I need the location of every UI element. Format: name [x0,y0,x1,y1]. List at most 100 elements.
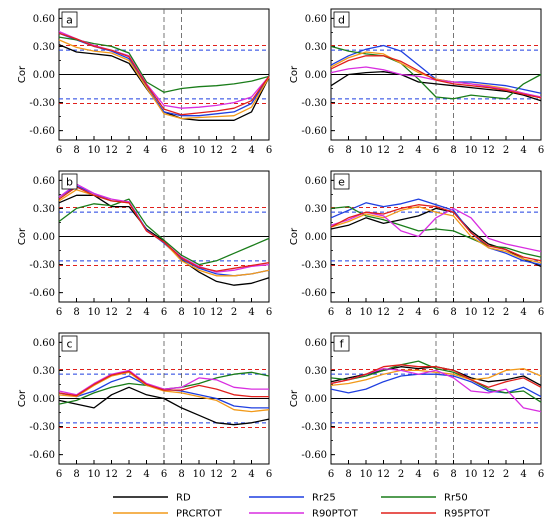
panel-e-x-tick-label: 6 [538,307,544,318]
panel-f-y-tick-label: 0.00 [305,394,327,405]
panel-a-y-tick-label: 0.30 [33,42,55,53]
panel-b-x-tick-label: 10 [193,307,206,318]
panel-d-series-prcrtot [330,51,542,99]
panel-a-x-tick-label: 2 [126,145,132,156]
panel-c-series-r90ptot [58,369,269,396]
panel-f-x-tick-label: 8 [345,469,351,480]
panel-c-x-tick-label: 2 [126,469,132,480]
panel-d-x-tick-label: 10 [360,145,373,156]
panel-f-x-tick-label: 6 [433,469,439,480]
panel-c-x-tick-label: 4 [143,469,149,480]
panel-e-y-tick-label: -0.60 [301,288,327,299]
panel-e-series-rr50 [330,205,542,258]
panel-b-x-tick-label: 12 [105,307,118,318]
panel-c-x-tick-label: 4 [248,469,254,480]
panel-a-x-tick-label: 6 [161,145,167,156]
panel-f-y-tick-label: -0.60 [301,450,327,461]
panel-a-y-tick-label: -0.30 [29,98,55,109]
legend-label-rr25: Rr25 [312,493,336,504]
panel-e-series-r95ptot [330,204,542,262]
panel-d-y-tick-label: 0.60 [305,14,327,25]
panel-c-x-tick-label: 8 [73,469,79,480]
panel-b-y-tick-label: 0.00 [33,232,55,243]
panel-b-x-tick-label: 2 [231,307,237,318]
panel-e-x-tick-label: 2 [503,307,509,318]
panel-e-x-tick-label: 6 [433,307,439,318]
panel-d-x-tick-label: 4 [415,145,421,156]
panel-e-series-rr25 [330,198,542,266]
panel-b-x-tick-label: 2 [126,307,132,318]
panel-e-y-axis-label: Cor [289,227,300,245]
panel-f-y-tick-label: -0.30 [301,422,327,433]
panel-b-x-tick-label: 6 [266,307,272,318]
panel-a-x-tick-label: 12 [210,145,223,156]
panel-e-series-prcrtot [330,205,542,264]
panel-b-series-r95ptot [58,186,270,272]
panel-a-series-prcrtot [58,39,270,120]
panel-c-x-tick-label: 12 [210,469,223,480]
panel-f-x-tick-label: 10 [465,469,478,480]
panel-c-x-tick-label: 6 [56,469,62,480]
panel-d-y-tick-label: -0.30 [301,98,327,109]
panel-f-x-tick-label: 12 [482,469,495,480]
panel-e-x-tick-label: 8 [345,307,351,318]
panel-e-x-tick-label: 12 [377,307,390,318]
panel-a-x-tick-label: 10 [193,145,206,156]
panel-e-x-tick-label: 10 [360,307,373,318]
panel-d-x-tick-label: 12 [482,145,495,156]
panel-d-y-tick-label: -0.60 [301,126,327,137]
panel-a-series-rr50 [58,36,270,93]
panel-d-series-rd [330,71,542,102]
panel-b-y-tick-label: 0.30 [33,204,55,215]
legend-label-prcrtot: PRCRTOT [176,509,223,520]
panel-c-x-tick-label: 2 [231,469,237,480]
panel-a-x-tick-label: 12 [105,145,118,156]
panel-a-letter: a [66,14,73,27]
panel-e-x-tick-label: 8 [450,307,456,318]
panel-e-x-tick-label: 10 [465,307,478,318]
panel-f-letter-box [333,335,350,352]
panel-d-y-tick-label: 0.30 [305,42,327,53]
panel-f-y-tick-label: 0.30 [305,366,327,377]
panel-a-x-tick-label: 8 [73,145,79,156]
panel-f-x-tick-label: 4 [520,469,526,480]
panel-a-y-axis-label: Cor [17,65,28,83]
panel-a-x-tick-label: 6 [266,145,272,156]
panel-a-x-tick-label: 10 [88,145,101,156]
panel-b-y-tick-label: -0.30 [29,260,55,271]
panel-d-y-tick-label: 0.00 [305,70,327,81]
panel-f-x-tick-label: 2 [398,469,404,480]
panel-c-y-tick-label: 0.00 [33,394,55,405]
panel-f-x-tick-label: 10 [360,469,373,480]
panel-d-series-r95ptot [330,55,542,99]
panel-a-y-tick-label: 0.60 [33,14,55,25]
panel-f-series-rr50 [330,360,542,403]
panel-d-x-tick-label: 8 [345,145,351,156]
panel-c-series-prcrtot [58,371,270,413]
panel-a-y-tick-label: 0.00 [33,70,55,81]
panel-a-x-tick-label: 4 [248,145,254,156]
panel-b-letter-box [61,173,78,190]
panel-f-y-tick-label: 0.60 [305,338,327,349]
panel-a-x-tick-label: 4 [143,145,149,156]
panel-c-y-tick-label: 0.60 [33,338,55,349]
panel-e-y-tick-label: 0.60 [305,176,327,187]
panel-b-letter: b [66,176,73,189]
panel-f-x-tick-label: 4 [415,469,421,480]
panel-b-x-tick-label: 6 [56,307,62,318]
panel-e-y-tick-label: -0.30 [301,260,327,271]
panel-e-letter: e [338,176,345,189]
panel-a-x-tick-label: 6 [56,145,62,156]
panel-d-x-tick-label: 6 [328,145,334,156]
panel-f-x-tick-label: 6 [538,469,544,480]
panel-c-y-tick-label: -0.60 [29,450,55,461]
legend-label-r95ptot: R95PTOT [444,509,491,520]
panel-d-x-tick-label: 10 [465,145,478,156]
panel-d-x-tick-label: 12 [377,145,390,156]
panel-a-letter-box [61,11,78,28]
panel-f-y-axis-label: Cor [289,389,300,407]
panel-e-letter-box [333,173,350,190]
panel-d-x-tick-label: 6 [538,145,544,156]
panel-e-x-tick-label: 6 [328,307,334,318]
